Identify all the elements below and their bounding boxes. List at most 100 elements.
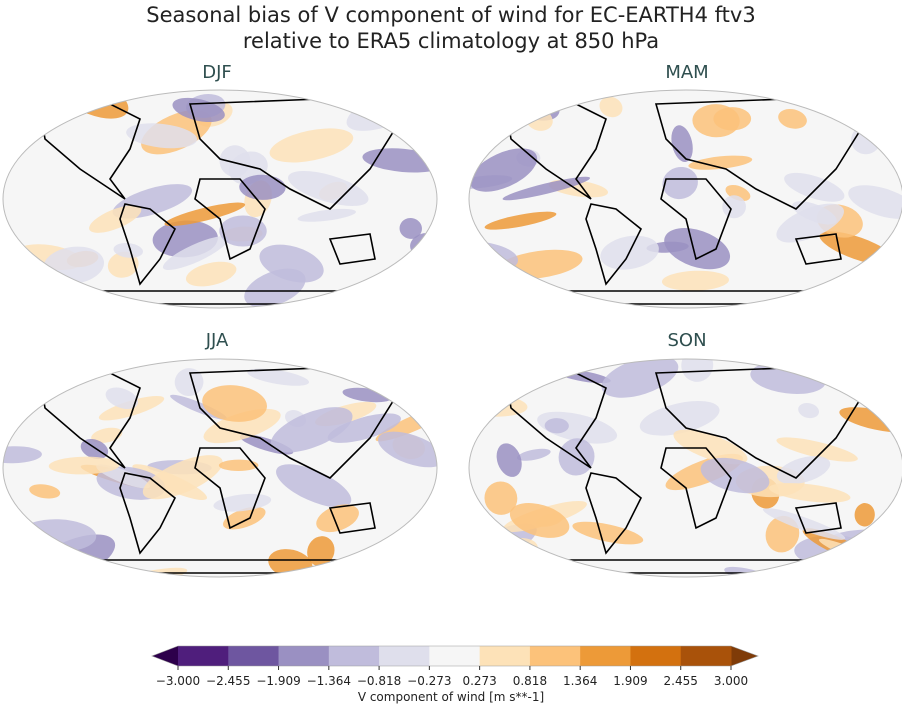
colorbar-tick-label: −1.909	[256, 674, 301, 688]
bias-region	[89, 205, 142, 233]
bias-region	[269, 128, 354, 163]
bias-region	[247, 368, 310, 386]
colorbar-bin	[228, 646, 280, 666]
coastline	[194, 178, 266, 261]
colorbar-tick-label: −2.455	[206, 674, 251, 688]
bias-region	[307, 536, 335, 567]
colorbar-tick-label: 1.909	[613, 674, 648, 688]
bias-region	[722, 195, 746, 219]
bias-region	[671, 125, 693, 163]
coastline	[39, 98, 141, 200]
bias-region	[572, 521, 644, 545]
bias-region	[768, 483, 851, 503]
bias-region	[174, 368, 204, 397]
bias-region	[776, 437, 858, 462]
bias-region	[854, 503, 875, 527]
bias-region	[316, 504, 359, 533]
colorbar-tick-label: −0.818	[356, 674, 402, 688]
coastline	[660, 447, 732, 530]
colorbar-bin	[178, 646, 229, 666]
bias-region	[558, 438, 595, 476]
colorbar-over-arrow	[731, 646, 758, 666]
bias-region	[544, 418, 569, 434]
bias-region	[662, 166, 698, 200]
bias-region	[113, 242, 143, 258]
bias-region	[664, 228, 731, 270]
map-mam	[468, 89, 902, 309]
coastline	[660, 178, 732, 261]
colorbar-bin	[680, 646, 732, 666]
map-panels	[2, 89, 902, 578]
bias-region	[3, 446, 42, 464]
colorbar-bin	[479, 646, 531, 666]
colorbar-bin	[328, 646, 380, 666]
bias-region	[105, 387, 138, 410]
colorbar-bin	[379, 646, 430, 666]
coastline	[194, 447, 266, 530]
bias-region	[126, 123, 198, 149]
map-border	[468, 358, 902, 578]
bias-region	[107, 251, 139, 278]
bias-region	[688, 155, 753, 170]
bias-region	[509, 503, 570, 538]
colorbar-bin	[580, 646, 631, 666]
bias-region	[798, 402, 820, 419]
bias-region	[502, 176, 590, 201]
bias-region	[601, 359, 679, 398]
colorbar-tick-label: −0.273	[407, 674, 452, 688]
colorbar-bin	[278, 646, 330, 666]
bias-region	[516, 448, 551, 461]
bias-region	[784, 172, 845, 202]
bias-region	[276, 464, 352, 508]
colorbar-bin	[529, 646, 581, 666]
panel-title-jja: JJA	[205, 330, 229, 351]
bias-region	[218, 459, 259, 471]
bias-region	[288, 170, 369, 206]
bias-region	[778, 109, 807, 129]
coastline	[119, 203, 177, 286]
figure-title-line1: Seasonal bias of V component of wind for…	[146, 3, 756, 27]
colorbar-label: V component of wind [m s**-1]	[357, 690, 545, 704]
coastline	[39, 367, 141, 469]
bias-region	[203, 408, 281, 444]
coastline	[585, 203, 643, 286]
coastline	[328, 233, 376, 265]
panel-title-son: SON	[667, 330, 707, 351]
bias-region	[469, 148, 538, 192]
bias-region	[378, 431, 437, 468]
colorbar-tick-label: −1.364	[306, 674, 352, 688]
map-border	[2, 89, 438, 309]
bias-region	[762, 507, 846, 540]
coastline	[794, 502, 842, 534]
colorbar-tick-label: 0.273	[462, 674, 497, 688]
bias-region	[661, 270, 729, 291]
map-border	[2, 358, 438, 578]
map-border	[468, 89, 902, 309]
colorbar-tick-label: 3.000	[713, 674, 749, 688]
coastline	[119, 472, 177, 555]
bias-region	[848, 185, 902, 219]
bias-region	[202, 385, 267, 422]
bias-region	[496, 443, 522, 477]
bias-region	[244, 268, 306, 308]
bias-region	[164, 202, 246, 227]
colorbar-under-arrow	[152, 646, 178, 666]
bias-region	[270, 407, 353, 453]
bias-region	[91, 427, 123, 443]
bias-region	[297, 208, 356, 222]
bias-region	[219, 215, 267, 247]
bias-region	[223, 506, 266, 530]
bias-region	[48, 456, 120, 475]
coastline	[505, 367, 607, 469]
coastline	[328, 502, 376, 534]
bias-region	[29, 484, 61, 499]
colorbar-tick-label: 0.818	[512, 674, 548, 688]
bias-region	[484, 211, 557, 230]
bias-region	[673, 429, 748, 465]
figure-title-line2: relative to ERA5 climatology at 850 hPa	[242, 29, 660, 53]
bias-region	[239, 174, 286, 200]
colorbar-tick-label: 1.364	[562, 674, 598, 688]
colorbar-bin	[429, 646, 481, 666]
bias-region	[219, 145, 251, 177]
